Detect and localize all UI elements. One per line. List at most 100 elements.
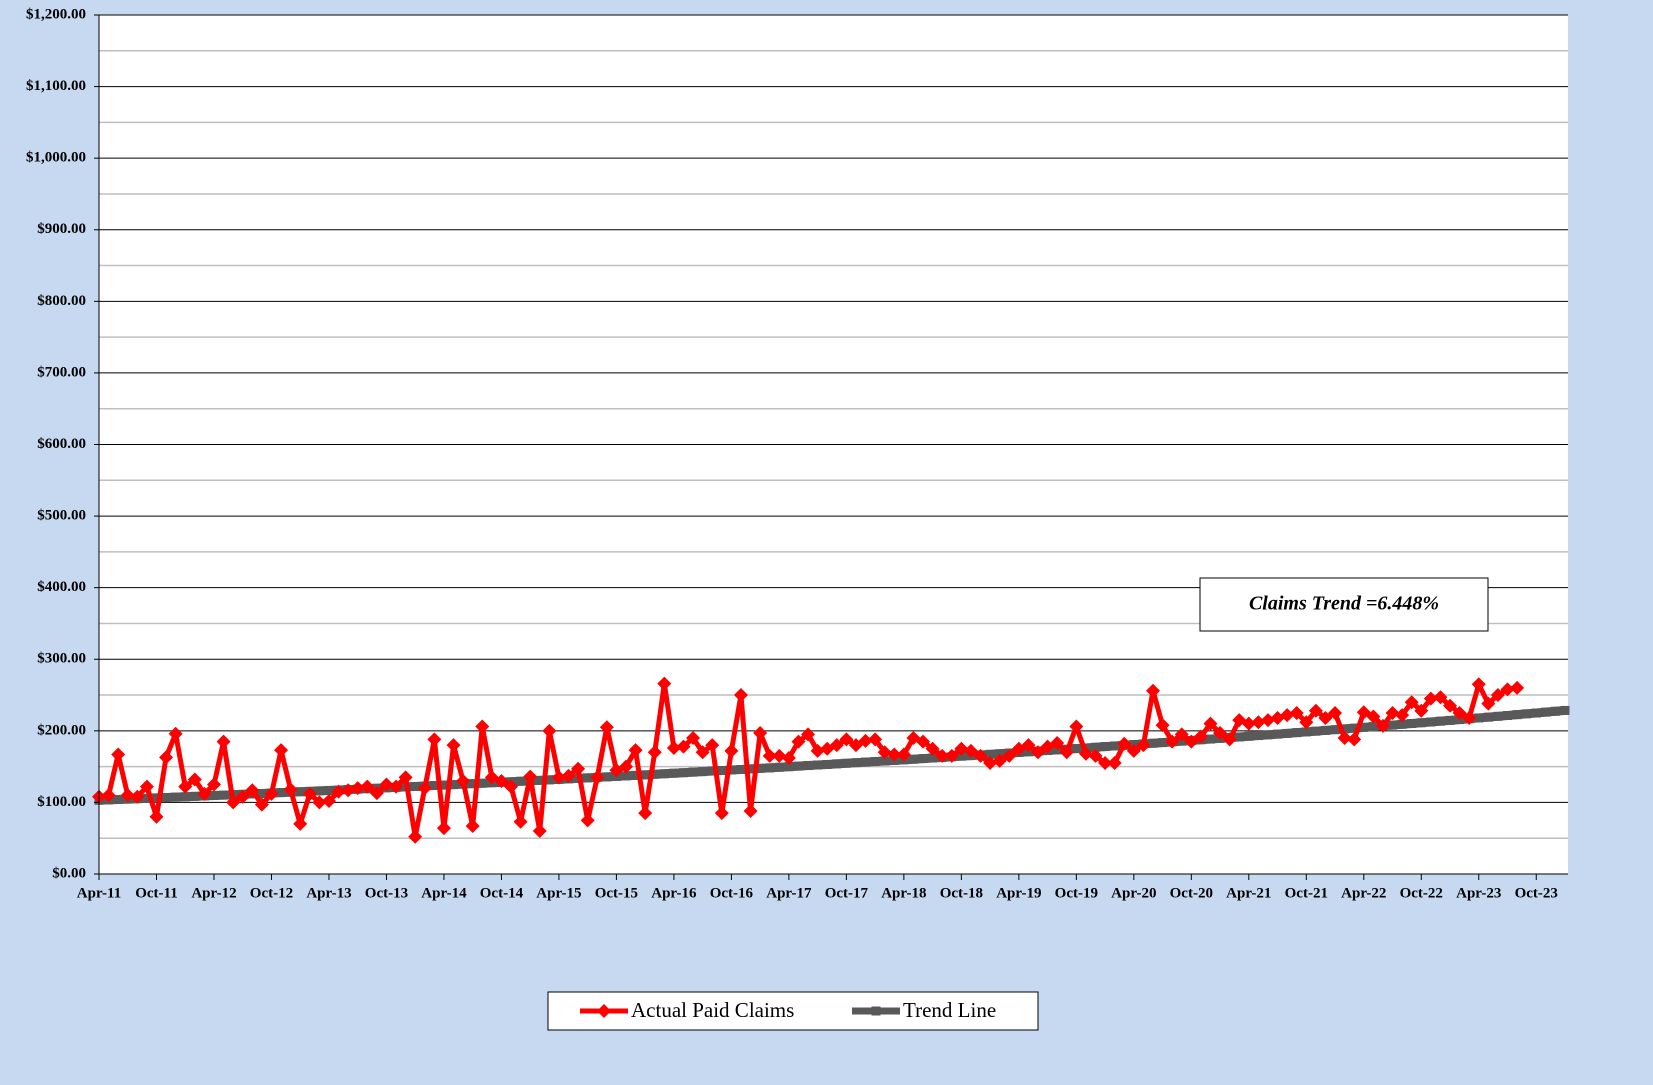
x-tick-label: Oct-16 <box>710 885 754 901</box>
point <box>389 779 404 794</box>
point <box>590 770 605 785</box>
legend-label: Actual Paid Claims <box>631 998 794 1022</box>
point <box>698 767 708 777</box>
point <box>1404 695 1419 710</box>
point <box>868 732 883 747</box>
point <box>1174 727 1189 742</box>
point <box>331 784 346 799</box>
point <box>793 761 803 771</box>
point <box>822 759 832 769</box>
point <box>142 793 152 803</box>
x-tick-label: Oct-13 <box>365 885 408 901</box>
point <box>379 777 394 792</box>
point <box>254 797 269 812</box>
point <box>571 761 586 776</box>
point <box>618 759 633 774</box>
point <box>870 757 880 767</box>
point <box>813 760 823 770</box>
point <box>753 725 768 740</box>
point <box>350 781 365 796</box>
point <box>341 783 356 798</box>
point <box>743 804 758 819</box>
y-tick-label: $300.00 <box>37 651 86 667</box>
point <box>283 782 298 797</box>
point <box>1145 683 1160 698</box>
point <box>274 743 289 758</box>
x-tick-label: Apr-21 <box>1226 885 1271 901</box>
point <box>1311 726 1321 736</box>
point <box>101 788 116 803</box>
point <box>666 741 681 756</box>
point <box>276 788 286 798</box>
point <box>1435 716 1445 726</box>
point <box>1273 729 1283 739</box>
point <box>429 781 439 791</box>
point <box>417 781 432 796</box>
point <box>621 771 631 781</box>
point <box>293 816 308 831</box>
point <box>647 745 662 760</box>
point <box>1260 713 1275 728</box>
x-tick-label: Apr-22 <box>1341 885 1386 901</box>
point <box>1522 709 1532 719</box>
point <box>918 754 928 764</box>
point <box>1493 711 1503 721</box>
point <box>1244 731 1254 741</box>
point <box>130 789 145 804</box>
point <box>1158 738 1168 748</box>
x-tick-label: Oct-15 <box>595 885 638 901</box>
x-tick-label: Apr-20 <box>1111 885 1156 901</box>
y-tick-label: $1,100.00 <box>26 78 86 94</box>
x-tick-label: Apr-17 <box>766 885 812 901</box>
point <box>1234 732 1244 742</box>
point <box>1203 716 1218 731</box>
point <box>439 780 449 790</box>
x-tick-label: Apr-11 <box>77 885 121 901</box>
point <box>1560 705 1570 715</box>
y-tick-label: $800.00 <box>37 293 86 309</box>
point <box>542 723 557 738</box>
x-tick-label: Oct-23 <box>1515 885 1558 901</box>
point <box>755 763 765 773</box>
x-tick-label: Oct-20 <box>1170 885 1213 901</box>
y-tick-label: $0.00 <box>52 865 86 881</box>
point <box>178 779 193 794</box>
point <box>935 748 950 763</box>
point <box>456 773 471 788</box>
legend: Actual Paid Claims Trend Line <box>580 998 996 1022</box>
point <box>1416 718 1426 728</box>
point <box>1184 734 1199 749</box>
point <box>312 795 327 810</box>
point <box>1426 717 1436 727</box>
point <box>1308 703 1323 718</box>
point <box>516 776 526 786</box>
y-tick-label: $1,000.00 <box>26 150 86 166</box>
point <box>1433 690 1448 705</box>
point <box>449 780 459 790</box>
point <box>1349 723 1359 733</box>
point <box>678 768 688 778</box>
point <box>1289 705 1304 720</box>
point <box>650 769 660 779</box>
point <box>1474 713 1484 723</box>
point <box>724 743 739 758</box>
point <box>985 749 995 759</box>
point <box>803 761 813 771</box>
point <box>1397 719 1407 729</box>
point <box>1550 706 1560 716</box>
x-tick-label: Apr-18 <box>881 885 926 901</box>
point <box>1443 698 1458 713</box>
point <box>640 770 650 780</box>
point <box>880 756 890 766</box>
point <box>1481 696 1496 711</box>
y-tick-label: $600.00 <box>37 436 86 452</box>
x-tick-label: Apr-14 <box>421 885 467 901</box>
y-tick-label: $500.00 <box>37 508 86 524</box>
point <box>1078 746 1093 761</box>
point <box>1531 708 1541 718</box>
point <box>1100 742 1110 752</box>
point <box>1510 680 1525 695</box>
point <box>717 766 727 776</box>
point <box>159 750 174 765</box>
